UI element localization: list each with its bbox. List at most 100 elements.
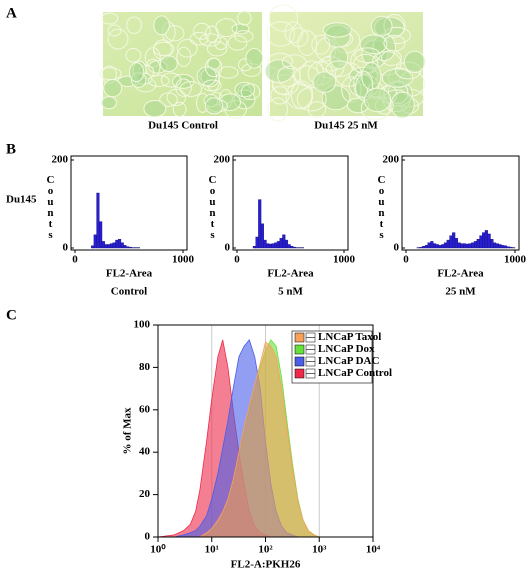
histogram-bar: [444, 243, 447, 248]
histogram-bar: [269, 244, 272, 248]
histogram-bar: [455, 238, 458, 248]
histogram-bar: [436, 244, 439, 248]
histogram-bar: [466, 244, 469, 248]
row-label: Du145: [6, 194, 37, 206]
histogram-bar: [293, 247, 296, 248]
histogram-bar: [272, 244, 275, 248]
histogram-bar: [291, 246, 294, 248]
histogram-bar: [261, 224, 264, 248]
y-tick-label: 80: [139, 361, 151, 373]
image-caption: Du145 Control: [148, 120, 218, 132]
y-axis-label: Counts: [206, 174, 218, 240]
cell: [360, 35, 387, 54]
panel-label: C: [6, 307, 17, 323]
histogram-bar: [422, 246, 425, 248]
y-tick-label: 0: [145, 531, 151, 543]
histogram-bar: [97, 193, 100, 248]
cell: [235, 82, 255, 96]
histogram-bar: [285, 240, 288, 248]
histogram-bar: [447, 240, 450, 248]
histogram-bar: [493, 243, 496, 248]
legend-label: LNCaP Taxol: [318, 331, 381, 343]
cell: [371, 16, 392, 36]
x-tick-label: 0: [72, 254, 78, 266]
histogram-bar: [496, 244, 499, 248]
histogram-bar: [469, 244, 472, 248]
histogram-bar: [490, 239, 493, 248]
panel-label: A: [6, 5, 17, 21]
y-axis-label: % of Max: [122, 407, 134, 455]
histogram-bar: [452, 233, 455, 248]
histogram-bar: [253, 246, 256, 248]
cell: [102, 97, 117, 109]
histogram-bar: [280, 238, 283, 248]
y-tick-label: 0: [63, 242, 69, 254]
histogram-bar: [277, 241, 280, 248]
histogram-bar: [91, 246, 94, 248]
cell: [330, 47, 347, 69]
x-tick-label: 0: [403, 254, 409, 266]
cell: [232, 24, 249, 34]
histogram-bar: [433, 244, 436, 248]
cell: [160, 56, 177, 72]
histogram-bar: [110, 244, 113, 248]
histogram-bar: [485, 230, 488, 248]
y-tick-label: 200: [52, 154, 69, 166]
y-tick-label: 100: [134, 319, 151, 331]
x-axis-label: FL2-Area: [267, 268, 314, 280]
x-tick-label: 10³: [312, 544, 327, 556]
y-tick-label: 20: [139, 488, 151, 500]
legend-swatch: [295, 333, 304, 342]
histogram-bar: [482, 233, 485, 248]
histogram-bar: [507, 247, 510, 248]
histogram-bar: [264, 240, 267, 248]
histogram-bar: [463, 244, 466, 248]
histogram-bar: [107, 244, 110, 248]
histogram-bar: [105, 244, 108, 248]
image-caption: Du145 25 nM: [314, 120, 378, 132]
x-tick-label: 1000: [504, 254, 527, 266]
histogram-bar: [288, 244, 291, 248]
histogram-bar: [499, 244, 502, 248]
plot-frame: [233, 156, 348, 250]
cell: [362, 63, 381, 90]
histogram-bar: [129, 247, 132, 248]
x-axis-label: FL2-Area: [106, 268, 153, 280]
y-tick-label: 200: [214, 154, 231, 166]
cell: [154, 16, 169, 35]
x-axis-label: FL2-Area: [437, 268, 484, 280]
histogram-bar: [126, 247, 129, 248]
histogram-bar: [420, 247, 423, 248]
histogram-bar: [118, 239, 121, 248]
x-tick-label: 10⁴: [366, 544, 381, 556]
histogram-bar: [94, 235, 97, 248]
legend-swatch: [295, 345, 304, 354]
histogram-bar: [439, 245, 442, 248]
histogram-bar: [266, 244, 269, 248]
histogram-bar: [99, 222, 102, 248]
cell: [205, 98, 222, 114]
y-tick-label: 0: [225, 242, 231, 254]
histogram-bar: [461, 244, 464, 248]
x-tick-label: 10¹: [205, 544, 219, 556]
legend-label: LNCaP DAC: [318, 355, 379, 367]
histogram-bar: [480, 236, 483, 248]
histogram-bar: [282, 235, 285, 248]
cell: [382, 69, 412, 87]
legend-swatch: [295, 357, 304, 366]
histogram-bar: [471, 243, 474, 248]
plot-frame: [71, 156, 187, 250]
cell: [246, 49, 263, 69]
histogram-bar: [510, 247, 513, 248]
chart-subtitle: Control: [111, 286, 147, 298]
histogram-bar: [488, 234, 491, 248]
histogram-bar: [501, 245, 504, 248]
histogram-bar: [256, 237, 259, 248]
y-tick-label: 60: [139, 403, 151, 415]
plot-frame: [402, 156, 519, 250]
histogram-bar: [474, 241, 477, 248]
x-tick-label: 10²: [258, 544, 273, 556]
cell: [323, 23, 351, 37]
x-tick-label: 0: [234, 254, 240, 266]
chart-subtitle: 5 nM: [278, 286, 303, 298]
